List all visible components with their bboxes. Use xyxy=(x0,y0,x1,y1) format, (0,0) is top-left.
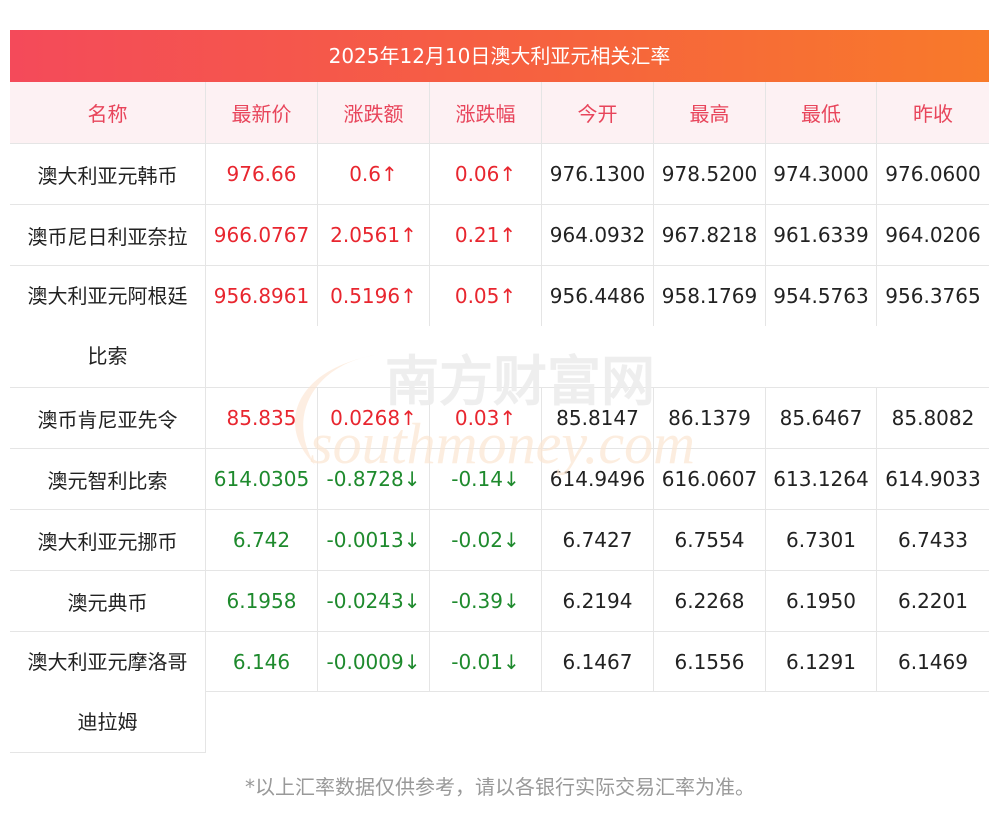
exchange-rate-table: 2025年12月10日澳大利亚元相关汇率 名称 最新价 涨跌额 涨跌幅 今开 最… xyxy=(10,30,989,753)
currency-name: 澳币尼日利亚奈拉 xyxy=(10,205,206,265)
header-prev-close: 昨收 xyxy=(913,102,953,126)
prev-close: 614.9033 xyxy=(885,467,981,491)
latest-price: 6.146 xyxy=(206,632,318,692)
header-change-percent: 涨跌幅 xyxy=(430,82,542,143)
table-row: 澳币尼日利亚奈拉 966.0767 2.0561↑ 0.21↑ 964.0932… xyxy=(10,205,989,266)
open-price: 6.2194 xyxy=(542,571,654,631)
table-row: 澳大利亚元挪币 6.742 -0.0013↓ -0.02↓ 6.7427 6.7… xyxy=(10,510,989,571)
low-price: 85.6467 xyxy=(766,388,877,448)
currency-name: 澳大利亚元阿根廷比索 xyxy=(10,266,206,387)
table-row: 澳元典币 6.1958 -0.0243↓ -0.39↓ 6.2194 6.226… xyxy=(10,571,989,632)
high-price: 616.0607 xyxy=(654,449,766,509)
change-amount: -0.0243↓ xyxy=(318,571,430,631)
low-price: 954.5763 xyxy=(766,266,877,326)
change-amount: 0.5196↑ xyxy=(318,266,430,326)
change-amount: -0.0013↓ xyxy=(318,510,430,570)
currency-name: 澳大利亚元挪币 xyxy=(10,510,206,570)
open-price: 956.4486 xyxy=(542,266,654,326)
open-price: 6.1467 xyxy=(542,632,654,692)
change-amount: 2.0561↑ xyxy=(318,205,430,265)
header-high: 最高 xyxy=(654,82,766,143)
currency-name: 澳元智利比索 xyxy=(10,449,206,509)
change-amount: -0.8728↓ xyxy=(318,449,430,509)
change-percent: -0.39↓ xyxy=(430,571,542,631)
header-latest-price: 最新价 xyxy=(206,82,318,143)
table-header-row: 名称 最新价 涨跌额 涨跌幅 今开 最高 最低 昨收 xyxy=(10,82,989,144)
header-low: 最低 xyxy=(766,82,877,143)
header-name: 名称 xyxy=(10,82,206,143)
latest-price: 976.66 xyxy=(206,144,318,204)
low-price: 613.1264 xyxy=(766,449,877,509)
latest-price: 614.0305 xyxy=(206,449,318,509)
change-percent: -0.14↓ xyxy=(430,449,542,509)
high-price: 6.7554 xyxy=(654,510,766,570)
change-amount: -0.0009↓ xyxy=(318,632,430,692)
open-price: 6.7427 xyxy=(542,510,654,570)
high-price: 6.1556 xyxy=(654,632,766,692)
change-percent: -0.01↓ xyxy=(430,632,542,692)
prev-close: 6.7433 xyxy=(898,528,968,552)
prev-close: 6.2201 xyxy=(898,589,968,613)
currency-name: 澳大利亚元韩币 xyxy=(10,144,206,204)
low-price: 6.1950 xyxy=(766,571,877,631)
change-percent: -0.02↓ xyxy=(430,510,542,570)
prev-close: 964.0206 xyxy=(885,223,981,247)
high-price: 6.2268 xyxy=(654,571,766,631)
latest-price: 85.835 xyxy=(206,388,318,448)
latest-price: 6.742 xyxy=(206,510,318,570)
change-amount: 0.6↑ xyxy=(318,144,430,204)
currency-name: 澳元典币 xyxy=(10,571,206,631)
prev-close: 85.8082 xyxy=(891,406,975,430)
latest-price: 956.8961 xyxy=(206,266,318,326)
prev-close: 976.0600 xyxy=(885,162,981,186)
table-row: 澳币肯尼亚先令 85.835 0.0268↑ 0.03↑ 85.8147 86.… xyxy=(10,388,989,449)
high-price: 978.5200 xyxy=(654,144,766,204)
latest-price: 966.0767 xyxy=(206,205,318,265)
open-price: 976.1300 xyxy=(542,144,654,204)
table-row: 澳大利亚元摩洛哥迪拉姆 6.146 -0.0009↓ -0.01↓ 6.1467… xyxy=(10,632,989,753)
change-percent: 0.21↑ xyxy=(430,205,542,265)
header-open: 今开 xyxy=(542,82,654,143)
table-title: 2025年12月10日澳大利亚元相关汇率 xyxy=(10,30,989,82)
open-price: 964.0932 xyxy=(542,205,654,265)
high-price: 967.8218 xyxy=(654,205,766,265)
latest-price: 6.1958 xyxy=(206,571,318,631)
low-price: 961.6339 xyxy=(766,205,877,265)
header-change-amount: 涨跌额 xyxy=(318,82,430,143)
low-price: 974.3000 xyxy=(766,144,877,204)
high-price: 958.1769 xyxy=(654,266,766,326)
currency-name: 澳大利亚元摩洛哥迪拉姆 xyxy=(10,632,206,753)
change-percent: 0.03↑ xyxy=(430,388,542,448)
table-row: 澳大利亚元韩币 976.66 0.6↑ 0.06↑ 976.1300 978.5… xyxy=(10,144,989,205)
prev-close: 956.3765 xyxy=(885,284,981,308)
currency-name: 澳币肯尼亚先令 xyxy=(10,388,206,448)
disclaimer-footnote: *以上汇率数据仅供参考，请以各银行实际交易汇率为准。 xyxy=(245,775,755,799)
high-price: 86.1379 xyxy=(654,388,766,448)
open-price: 85.8147 xyxy=(542,388,654,448)
table-row: 澳元智利比索 614.0305 -0.8728↓ -0.14↓ 614.9496… xyxy=(10,449,989,510)
change-percent: 0.05↑ xyxy=(430,266,542,326)
change-percent: 0.06↑ xyxy=(430,144,542,204)
currency-name-text: 澳大利亚元摩洛哥迪拉姆 xyxy=(27,650,188,734)
prev-close: 6.1469 xyxy=(877,632,989,692)
table-row: 澳大利亚元阿根廷比索 956.8961 0.5196↑ 0.05↑ 956.44… xyxy=(10,266,989,388)
open-price: 614.9496 xyxy=(542,449,654,509)
low-price: 6.7301 xyxy=(766,510,877,570)
currency-name-text: 澳大利亚元阿根廷比索 xyxy=(27,284,188,368)
low-price: 6.1291 xyxy=(766,632,877,692)
change-amount: 0.0268↑ xyxy=(318,388,430,448)
